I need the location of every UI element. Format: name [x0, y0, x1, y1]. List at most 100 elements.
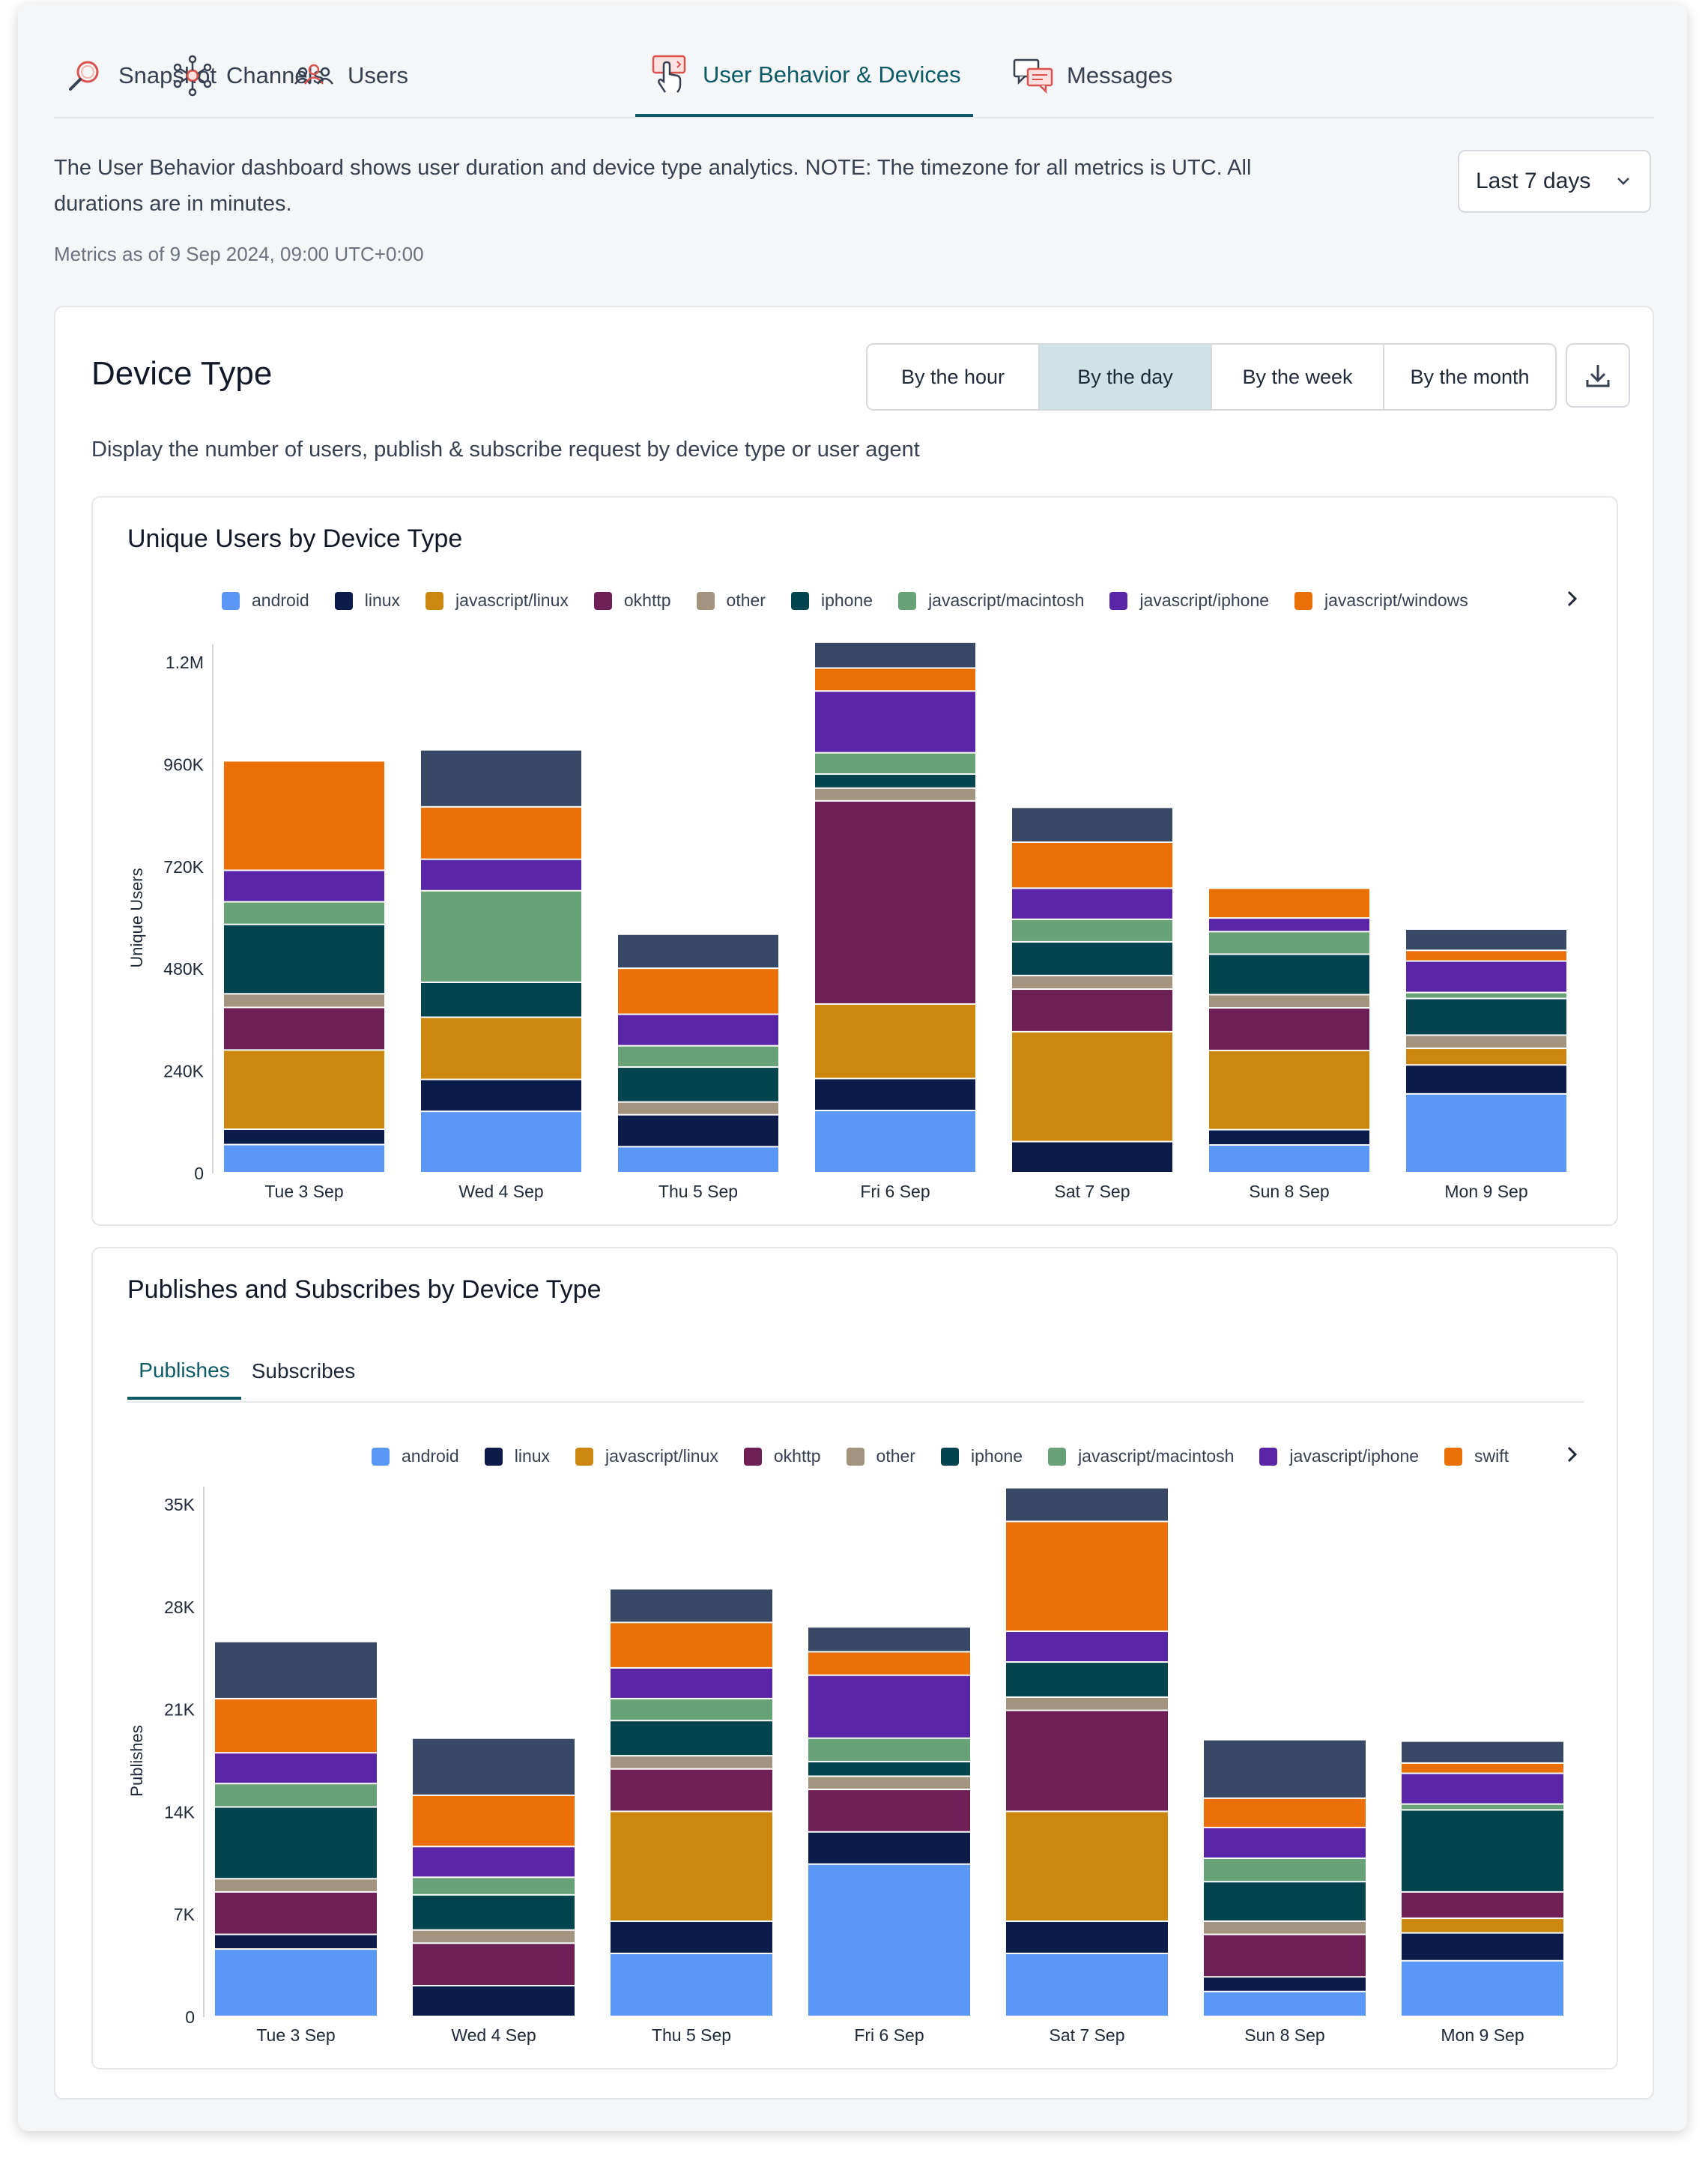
tab-users[interactable]: Users	[292, 36, 408, 115]
bar-segment-iphone[interactable]	[808, 1762, 970, 1776]
bar-segment-javascript-macintosh[interactable]	[1204, 1858, 1366, 1882]
bar-segment-linux[interactable]	[421, 1080, 581, 1111]
legend-item-other[interactable]: other	[846, 1446, 915, 1466]
legend-item-javascript-macintosh[interactable]: javascript/macintosh	[898, 590, 1084, 611]
bar-segment-javascript-macintosh[interactable]	[421, 891, 581, 982]
bar-segment-javascript-iphone[interactable]	[611, 1668, 772, 1698]
bar-segment-javascript-macintosh[interactable]	[618, 1046, 778, 1067]
bar-segment-javascript-iphone[interactable]	[413, 1847, 575, 1877]
bar-segment-iphone[interactable]	[421, 982, 581, 1017]
bar-segment-javascript-windows[interactable]	[1209, 889, 1369, 918]
bar-segment-okhttp[interactable]	[815, 801, 975, 1003]
bar-segment-okhttp[interactable]	[808, 1790, 970, 1831]
bar-segment-javascript-windows[interactable]	[421, 807, 581, 859]
granularity-hour-button[interactable]: By the hour	[867, 345, 1040, 409]
bar-segment-javascript-windows[interactable]	[618, 969, 778, 1014]
bar-segment-okhttp[interactable]	[1402, 1892, 1563, 1918]
bar-segment-swift[interactable]	[215, 1699, 377, 1753]
bar-segment-javascript-macintosh[interactable]	[1209, 932, 1369, 954]
bar-segment-linux[interactable]	[808, 1832, 970, 1864]
bar-segment-iphone[interactable]	[611, 1721, 772, 1756]
bar-segment-android[interactable]	[1209, 1146, 1369, 1172]
legend-item-okhttp[interactable]: okhttp	[593, 590, 671, 611]
bar-segment-more[interactable]	[1006, 1488, 1168, 1521]
bar-segment-javascript-iphone[interactable]	[224, 871, 384, 901]
bar-segment-other[interactable]	[224, 994, 384, 1007]
bar-segment-linux[interactable]	[1006, 1921, 1168, 1953]
bar-segment-more[interactable]	[1012, 808, 1172, 841]
bar-segment-other[interactable]	[1209, 995, 1369, 1008]
bar-segment-android[interactable]	[1006, 1953, 1168, 2016]
bar-segment-more[interactable]	[815, 642, 975, 668]
bar-segment-more[interactable]	[1402, 1741, 1563, 1762]
bar-segment-okhttp[interactable]	[413, 1944, 575, 1985]
legend-item-javascript-linux[interactable]: javascript/linux	[426, 590, 569, 611]
legend-item-iphone[interactable]: iphone	[940, 1446, 1023, 1466]
granularity-month-button[interactable]: By the month	[1410, 365, 1530, 388]
bar-segment-other[interactable]	[1406, 1036, 1566, 1048]
bar-segment-okhttp[interactable]	[611, 1769, 772, 1811]
bar-segment-linux[interactable]	[618, 1115, 778, 1146]
tab-subscribes[interactable]: Subscribes	[251, 1359, 356, 1382]
bar-segment-android[interactable]	[815, 1111, 975, 1172]
bar-segment-javascript-macintosh[interactable]	[1012, 919, 1172, 941]
bar-segment-javascript-macintosh[interactable]	[611, 1699, 772, 1720]
bar-segment-okhttp[interactable]	[224, 1008, 384, 1050]
bar-segment-other[interactable]	[1012, 976, 1172, 989]
bar-segment-swift[interactable]	[1006, 1522, 1168, 1631]
bar-segment-swift[interactable]	[413, 1795, 575, 1846]
bar-segment-javascript-iphone[interactable]	[808, 1675, 970, 1738]
bar-segment-more[interactable]	[618, 934, 778, 968]
bar-segment-iphone[interactable]	[1402, 1810, 1563, 1891]
legend-item-linux[interactable]: linux	[334, 590, 400, 611]
bar-segment-javascript-macintosh[interactable]	[413, 1878, 575, 1894]
bar-segment-javascript-linux[interactable]	[1406, 1049, 1566, 1065]
bar-segment-iphone[interactable]	[413, 1895, 575, 1929]
bar-segment-linux[interactable]	[215, 1935, 377, 1949]
bar-segment-android[interactable]	[1406, 1094, 1566, 1172]
bar-segment-iphone[interactable]	[1406, 999, 1566, 1035]
bar-segment-linux[interactable]	[224, 1130, 384, 1144]
bar-segment-javascript-macintosh[interactable]	[1402, 1804, 1563, 1810]
bar-segment-javascript-windows[interactable]	[815, 668, 975, 691]
bar-segment-javascript-windows[interactable]	[1012, 842, 1172, 888]
bar-segment-okhttp[interactable]	[1006, 1711, 1168, 1811]
legend-item-javascript-linux[interactable]: javascript/linux	[575, 1446, 718, 1466]
bar-segment-iphone[interactable]	[224, 925, 384, 994]
bar-segment-iphone[interactable]	[1006, 1663, 1168, 1696]
bar-segment-javascript-iphone[interactable]	[815, 692, 975, 752]
bar-segment-javascript-linux[interactable]	[1006, 1812, 1168, 1920]
bar-segment-javascript-macintosh[interactable]	[224, 902, 384, 924]
bar-segment-iphone[interactable]	[618, 1068, 778, 1101]
bar-segment-android[interactable]	[611, 1953, 772, 2016]
granularity-day-button[interactable]: By the day	[1040, 345, 1212, 409]
tab-user-behavior-devices[interactable]: User Behavior & Devices	[635, 36, 973, 117]
legend-item-okhttp[interactable]: okhttp	[743, 1446, 821, 1466]
tab-snapshot[interactable]: Snapshot	[63, 36, 216, 115]
bar-segment-linux[interactable]	[1012, 1142, 1172, 1172]
legend-item-swift[interactable]: swift	[1444, 1446, 1509, 1466]
bar-segment-swift[interactable]	[1402, 1763, 1563, 1773]
bar-segment-javascript-linux[interactable]	[421, 1018, 581, 1079]
granularity-week-button[interactable]: By the week	[1212, 345, 1384, 409]
bar-segment-javascript-iphone[interactable]	[421, 859, 581, 890]
bar-segment-linux[interactable]	[1406, 1066, 1566, 1093]
bar-segment-linux[interactable]	[1402, 1933, 1563, 1960]
bar-segment-other[interactable]	[215, 1879, 377, 1891]
bar-segment-swift[interactable]	[1204, 1798, 1366, 1827]
bar-segment-javascript-iphone[interactable]	[1402, 1774, 1563, 1804]
bar-segment-javascript-macintosh[interactable]	[1406, 993, 1566, 998]
bar-segment-android[interactable]	[618, 1147, 778, 1172]
legend-next-icon[interactable]	[1561, 587, 1584, 610]
bar-segment-javascript-linux[interactable]	[1012, 1032, 1172, 1141]
bar-segment-iphone[interactable]	[815, 775, 975, 788]
bar-segment-javascript-linux[interactable]	[611, 1812, 772, 1920]
tab-channels[interactable]: Channels	[171, 36, 324, 115]
bar-segment-javascript-linux[interactable]	[815, 1004, 975, 1078]
bar-segment-javascript-macintosh[interactable]	[215, 1784, 377, 1807]
bar-segment-other[interactable]	[618, 1102, 778, 1114]
legend-item-iphone[interactable]: iphone	[790, 590, 873, 611]
bar-segment-javascript-macintosh[interactable]	[815, 753, 975, 774]
legend-item-javascript-iphone[interactable]: javascript/iphone	[1259, 1446, 1419, 1466]
bar-segment-iphone[interactable]	[1012, 942, 1172, 975]
